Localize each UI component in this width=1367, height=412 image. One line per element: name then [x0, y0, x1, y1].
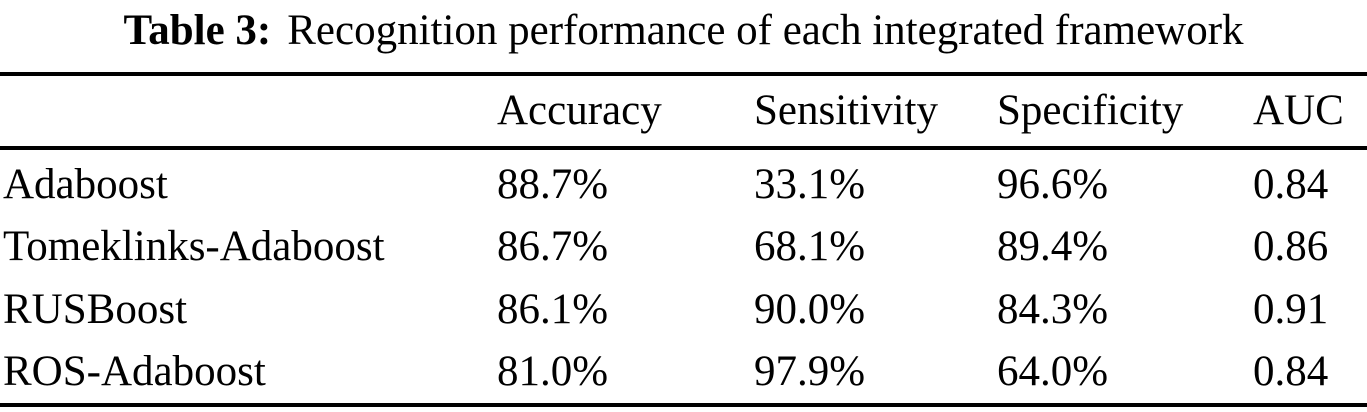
accuracy-value: 86.7%	[497, 223, 609, 271]
table-body: Adaboost 88.7% 33.1% 96.6% 0.84 Tomeklin…	[0, 154, 1367, 403]
auc-value: 0.84	[1253, 161, 1329, 208]
table-caption: Table 3: Recognition performance of each …	[0, 2, 1367, 60]
row-label: RUSBoost	[3, 285, 188, 333]
accuracy-value: 88.7%	[497, 161, 609, 208]
table-row: Adaboost 88.7% 33.1% 96.6% 0.84	[0, 154, 1367, 216]
row-label: Adaboost	[3, 161, 168, 208]
column-header-specificity: Specificity	[997, 87, 1184, 134]
sensitivity-value: 33.1%	[754, 161, 866, 208]
table-rule-top	[0, 72, 1367, 76]
accuracy-value: 86.1%	[497, 285, 609, 333]
table-row: Tomeklinks-Adaboost 86.7% 68.1% 89.4% 0.…	[0, 216, 1367, 278]
column-header-accuracy: Accuracy	[497, 87, 662, 134]
column-header-auc: AUC	[1253, 87, 1344, 134]
table-row: ROS-Adaboost 81.0% 97.9% 64.0% 0.84	[0, 341, 1367, 403]
specificity-value: 84.3%	[997, 285, 1109, 333]
sensitivity-value: 68.1%	[754, 223, 866, 271]
sensitivity-value: 90.0%	[754, 285, 866, 333]
table-caption-label: Table 3:	[123, 7, 272, 54]
table-rule-bottom	[0, 403, 1367, 407]
sensitivity-value: 97.9%	[754, 347, 866, 395]
column-header-sensitivity: Sensitivity	[754, 87, 938, 134]
auc-value: 0.84	[1253, 347, 1329, 395]
table-rule-header-separator	[0, 146, 1367, 150]
table-header-row: Accuracy Sensitivity Specificity AUC	[0, 76, 1367, 146]
row-label: ROS-Adaboost	[3, 347, 266, 395]
table-row: RUSBoost 86.1% 90.0% 84.3% 0.91	[0, 279, 1367, 341]
table-caption-text: Recognition performance of each integrat…	[287, 7, 1244, 54]
specificity-value: 96.6%	[997, 161, 1109, 208]
auc-value: 0.86	[1253, 223, 1329, 271]
specificity-value: 64.0%	[997, 347, 1109, 395]
accuracy-value: 81.0%	[497, 347, 609, 395]
row-label: Tomeklinks-Adaboost	[3, 223, 385, 271]
auc-value: 0.91	[1253, 285, 1329, 333]
specificity-value: 89.4%	[997, 223, 1109, 271]
